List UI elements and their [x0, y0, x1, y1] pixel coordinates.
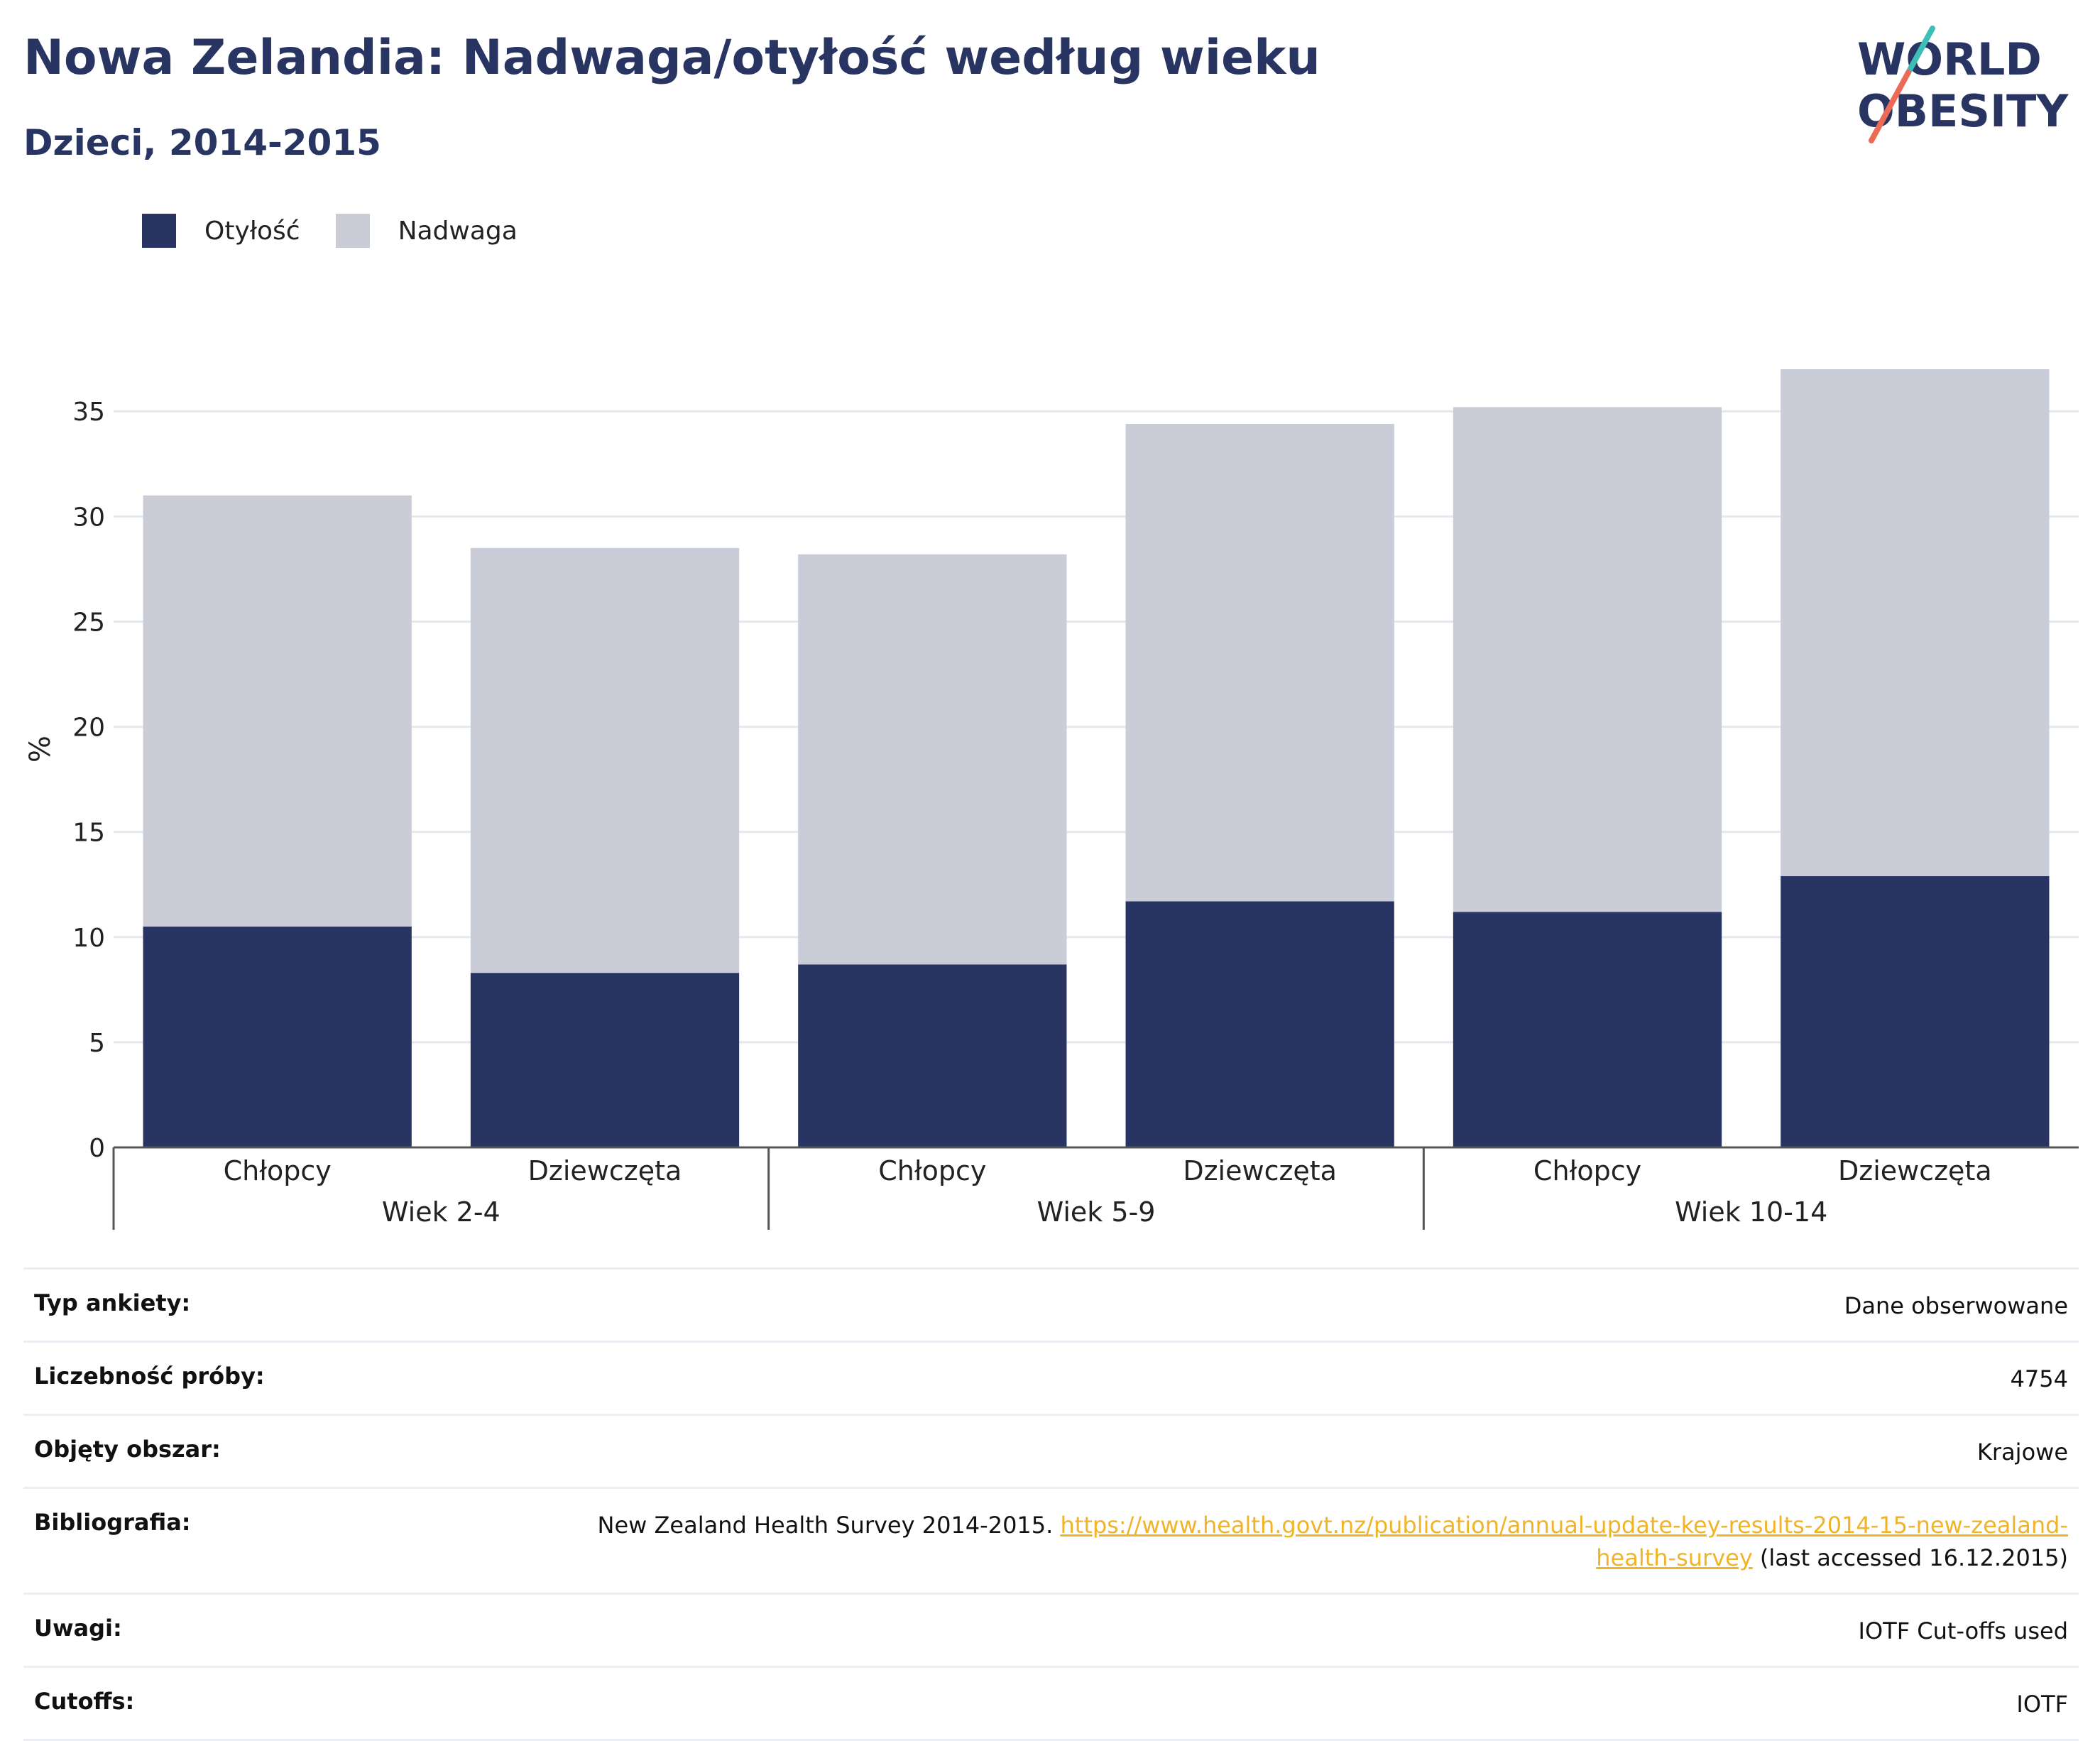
x-group-label: Wiek 10-14 — [1675, 1196, 1827, 1228]
bar-obesity[interactable] — [1125, 901, 1394, 1147]
legend-item-overweight[interactable]: Nadwaga — [335, 214, 518, 248]
bibliography-text: New Zealand Health Survey 2014-2015. — [597, 1512, 1054, 1539]
info-row-survey-type: Typ ankiety: Dane obserwowane — [23, 1267, 2079, 1341]
info-value: IOTF Cut-offs used — [1858, 1617, 2068, 1644]
logo-slash-teal — [1905, 26, 1935, 75]
info-label: Bibliografia: — [34, 1509, 191, 1536]
x-tick-label: Chłopcy — [1533, 1155, 1641, 1186]
info-row-sample-size: Liczebność próby: 4754 — [23, 1341, 2079, 1414]
logo-line1: WORLD — [1857, 33, 2042, 85]
x-group-label: Wiek 5-9 — [1037, 1196, 1156, 1228]
legend-item-obesity[interactable]: Otyłość — [142, 214, 300, 248]
y-tick-label: 35 — [72, 398, 105, 427]
y-tick-label: 15 — [72, 819, 105, 848]
bar-obesity[interactable] — [798, 964, 1067, 1147]
info-label: Cutoffs: — [34, 1688, 135, 1715]
legend-label-overweight: Nadwaga — [398, 216, 518, 246]
info-label: Uwagi: — [34, 1615, 122, 1642]
bibliography-accessed: (last accessed 16.12.2015) — [1759, 1544, 2068, 1571]
info-value: Krajowe — [1976, 1439, 2068, 1466]
x-group-label: Wiek 2-4 — [382, 1196, 501, 1228]
y-tick-label: 0 — [89, 1134, 105, 1163]
chart-title: Nowa Zelandia: Nadwaga/otyłość według wi… — [23, 30, 1320, 86]
info-label: Liczebność próby: — [34, 1363, 265, 1390]
bar-overweight[interactable] — [1125, 424, 1394, 902]
legend-swatch-obesity — [142, 214, 176, 248]
gridlines — [114, 410, 2079, 1044]
info-row-bibliography: Bibliografia: New Zealand Health Survey … — [23, 1487, 2079, 1593]
logo-line2: OBESITY — [1857, 85, 2069, 137]
bar-overweight[interactable] — [1781, 369, 2050, 876]
y-tick-label: 20 — [72, 714, 105, 743]
chart-subtitle: Dzieci, 2014-2015 — [23, 122, 381, 163]
x-tick-label: Dziewczęta — [1183, 1155, 1337, 1186]
y-axis-ticks: 0 5 10 15 20 25 30 35 — [72, 398, 105, 1163]
info-value-bibliography: New Zealand Health Survey 2014-2015. htt… — [577, 1509, 2068, 1574]
x-axis: Chłopcy Dziewczęta Chłopcy Dziewczęta Chłopc… — [112, 1146, 2079, 1230]
info-row-cutoffs: Cutoffs: IOTF — [23, 1666, 2079, 1741]
bar-overweight[interactable] — [143, 495, 412, 927]
y-tick-label: 5 — [89, 1029, 105, 1058]
info-value: Dane obserwowane — [1844, 1292, 2068, 1319]
info-label: Typ ankiety: — [34, 1289, 191, 1316]
x-tick-label: Dziewczęta — [528, 1155, 682, 1186]
info-row-area-covered: Objęty obszar: Krajowe — [23, 1414, 2079, 1487]
survey-info-table: Typ ankiety: Dane obserwowane Liczebność… — [23, 1267, 2079, 1741]
bar-overweight[interactable] — [1453, 407, 1722, 912]
info-row-notes: Uwagi: IOTF Cut-offs used — [23, 1593, 2079, 1666]
bar-overweight[interactable] — [798, 554, 1067, 965]
stacked-bar-chart: 0 5 10 15 20 25 30 35 Chłopcy Dziewczęta Chłopcy D… — [24, 369, 2079, 1230]
x-tick-label: Dziewczęta — [1838, 1155, 1992, 1186]
x-tick-label: Chłopcy — [878, 1155, 986, 1186]
info-value: IOTF — [2016, 1691, 2068, 1718]
bar-obesity[interactable] — [1453, 912, 1722, 1147]
bibliography-link[interactable]: https://www.health.govt.nz/publication/a… — [1060, 1512, 2068, 1571]
info-label: Objęty obszar: — [34, 1436, 221, 1463]
world-obesity-logo: WORLD OBESITY — [1857, 26, 2069, 143]
y-tick-label: 25 — [72, 608, 105, 637]
bar-obesity[interactable] — [1781, 875, 2050, 1147]
chart-legend: Otyłość Nadwaga — [142, 209, 553, 252]
logo-slash-coral — [1869, 70, 1911, 143]
legend-label-obesity: Otyłość — [204, 216, 300, 246]
legend-swatch-overweight — [335, 214, 370, 248]
bar-overweight[interactable] — [470, 547, 740, 973]
x-tick-label: Chłopcy — [224, 1155, 332, 1186]
bar-obesity[interactable] — [143, 926, 412, 1147]
info-value: 4754 — [2010, 1365, 2068, 1392]
y-tick-label: 30 — [72, 503, 105, 532]
y-axis-label: % — [24, 736, 57, 763]
bar-obesity[interactable] — [470, 973, 740, 1147]
y-tick-label: 10 — [72, 924, 105, 953]
bars — [143, 369, 2050, 1147]
